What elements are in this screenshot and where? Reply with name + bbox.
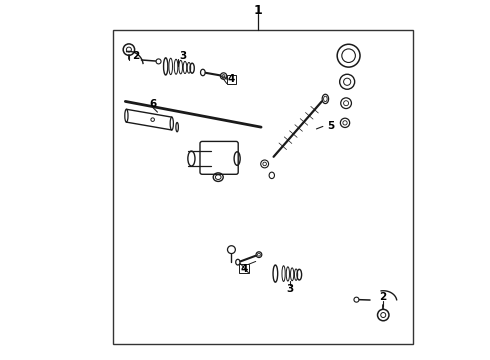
- Text: 4: 4: [228, 74, 235, 84]
- Text: 4: 4: [240, 264, 247, 274]
- Text: 6: 6: [149, 99, 157, 109]
- Text: 3: 3: [179, 51, 186, 61]
- Text: 1: 1: [253, 4, 262, 17]
- Text: 3: 3: [286, 284, 294, 294]
- Bar: [113, 30, 413, 344]
- Bar: [227, 75, 236, 84]
- Text: 5: 5: [327, 121, 334, 131]
- Text: 2: 2: [132, 51, 139, 61]
- Bar: [239, 264, 248, 273]
- Text: 2: 2: [380, 292, 387, 302]
